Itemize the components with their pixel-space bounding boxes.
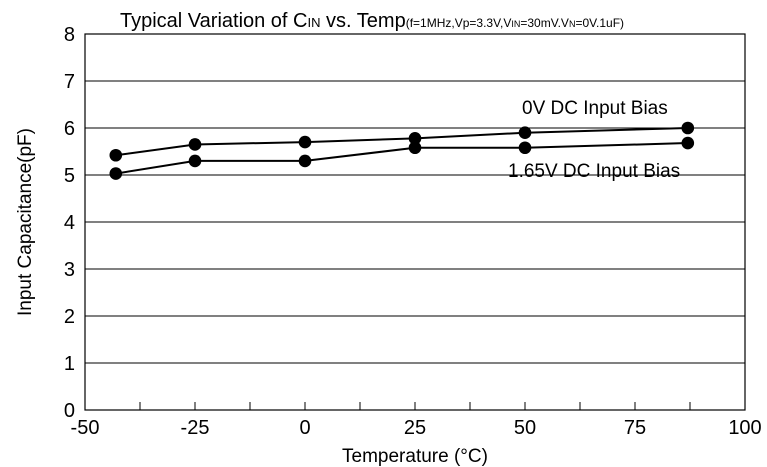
chart-grid xyxy=(85,80,745,364)
chart-title-conditions: (f=1MHz,Vp=3.3V,V xyxy=(406,16,512,30)
chart-title-conditions-subscript-2: N xyxy=(569,19,576,29)
x-axis-label: Temperature (°C) xyxy=(342,446,488,467)
series-1-point-3 xyxy=(408,141,422,155)
series-1-point-4 xyxy=(518,141,532,155)
chart-title-main: Typical Variation of C xyxy=(120,10,308,32)
series-1-point-0 xyxy=(109,167,123,180)
chart-title-conditions-middle: =30mV.V xyxy=(520,16,569,30)
series-0-point-4 xyxy=(518,126,532,139)
x-tick-label-5: 75 xyxy=(624,417,646,439)
chart-title-rest: vs. Temp xyxy=(321,10,406,32)
chart-series xyxy=(109,121,695,180)
y-tick-label-2: 2 xyxy=(64,306,75,328)
series-1-point-5 xyxy=(681,136,695,150)
series-line-0 xyxy=(115,127,688,157)
chart-title-conditions-end: =0V.1uF) xyxy=(575,16,624,30)
series-1-point-2 xyxy=(298,154,312,168)
x-tick-label-2: 0 xyxy=(299,417,310,439)
series-label-0: 0V DC Input Bias xyxy=(522,98,668,119)
y-tick-label-8: 8 xyxy=(64,24,75,46)
y-tick-label-6: 6 xyxy=(64,118,75,140)
series-0-point-1 xyxy=(188,138,202,151)
x-tick-label-3: 25 xyxy=(404,417,426,439)
x-axis-ticks xyxy=(139,402,691,410)
x-tick-label-0: -50 xyxy=(71,417,100,439)
y-tick-label-5: 5 xyxy=(64,165,75,187)
y-tick-label-0: 0 xyxy=(64,400,75,422)
series-1-point-1 xyxy=(188,154,202,168)
x-tick-label-6: 100 xyxy=(728,417,761,439)
y-axis-label: Input Capacitance(pF) xyxy=(15,128,36,316)
y-tick-label-7: 7 xyxy=(64,71,75,93)
series-0-point-2 xyxy=(298,135,312,149)
x-tick-label-4: 50 xyxy=(514,417,536,439)
y-tick-label-3: 3 xyxy=(64,259,75,281)
series-label-1: 1.65V DC Input Bias xyxy=(508,161,680,182)
chart-title: Typical Variation of CIN vs. Temp(f=1MHz… xyxy=(120,10,624,32)
x-axis-tick-labels: -50 -25 0 25 50 75 100 xyxy=(71,417,762,439)
chart-title-subscript: IN xyxy=(308,15,321,30)
series-0-point-5 xyxy=(681,121,695,135)
series-0-point-3 xyxy=(408,132,422,145)
y-tick-label-4: 4 xyxy=(64,212,75,234)
y-axis-tick-labels: 0 1 2 3 4 5 6 7 8 xyxy=(64,24,75,422)
x-tick-label-1: -25 xyxy=(181,417,210,439)
chart-title-conditions-subscript-1: IN xyxy=(511,19,520,29)
y-tick-label-1: 1 xyxy=(64,353,75,375)
series-0-point-0 xyxy=(109,148,123,162)
series-line-1 xyxy=(115,142,688,175)
series-labels: 0V DC Input Bias 1.65V DC Input Bias xyxy=(508,98,680,182)
